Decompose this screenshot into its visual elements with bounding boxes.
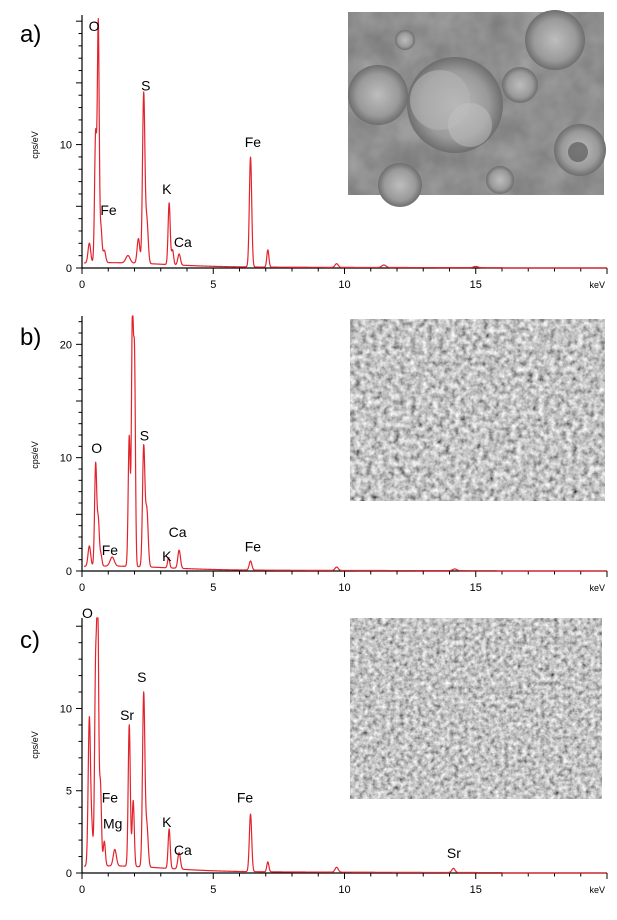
- x-tick-label: 15: [470, 279, 482, 291]
- x-tick-label: 15: [470, 582, 482, 594]
- spectrum-line: [83, 17, 608, 269]
- peak-label-sr: Sr: [120, 707, 134, 723]
- y-tick-label: 0: [66, 868, 72, 880]
- spectrum-panel-c: 0 5 10 15 keV 0 5 10 cps/eV c) O S Sr Fe Mg KCa Fe Sr: [20, 605, 608, 896]
- y-tick-label: 0: [66, 263, 72, 275]
- spectrum-panel-a: 0 5 10 15 keV 0 10 cps/eV a) O S Fe K Ca Fe: [20, 15, 608, 291]
- x-tick-label: 0: [79, 279, 85, 291]
- y-tick-label: 5: [66, 786, 72, 798]
- x-tick-label: 10: [338, 582, 350, 594]
- peak-label-fe: Fe: [237, 789, 254, 805]
- peak-label-o: O: [91, 440, 102, 456]
- x-axis-label: keV: [589, 885, 605, 895]
- spectrum-line: [83, 617, 608, 874]
- x-tick-label: 5: [210, 582, 216, 594]
- spectrum-panel-b: 0 5 10 15 keV 0 10 20 cps/eV b) O S Fe Ca K Fe: [20, 315, 608, 594]
- sem-image-a: [348, 10, 606, 207]
- y-tick-label: 10: [60, 140, 72, 152]
- sem-image-b: [350, 319, 605, 501]
- x-axis-label: keV: [589, 583, 605, 593]
- x-tick-label: 15: [470, 884, 482, 896]
- y-tick-label: 10: [60, 453, 72, 465]
- y-tick-label: 20: [60, 339, 72, 351]
- peak-label-k: K: [162, 814, 172, 830]
- y-axis-label: cps/eV: [30, 441, 40, 469]
- x-axis-label: keV: [589, 280, 605, 290]
- x-tick-label: 5: [210, 279, 216, 291]
- peak-label-fe: Fe: [100, 202, 117, 218]
- panel-label: a): [20, 21, 41, 48]
- peak-label-k: K: [162, 181, 172, 197]
- peak-label-k: K: [162, 548, 172, 564]
- peak-label-s: S: [137, 669, 146, 685]
- panel-label: b): [20, 324, 41, 351]
- peak-label-o: O: [89, 18, 100, 34]
- peak-label-ca: Ca: [174, 234, 192, 250]
- peak-label-o: O: [82, 605, 93, 621]
- x-tick-label: 10: [338, 279, 350, 291]
- panel-label: c): [20, 627, 40, 654]
- sem-image-c: [350, 618, 602, 799]
- y-axis-label: cps/eV: [30, 731, 40, 759]
- peak-label-ca: Ca: [174, 842, 192, 858]
- peak-label-fe: Fe: [102, 542, 119, 558]
- y-axis-label: cps/eV: [30, 131, 40, 159]
- x-tick-label: 0: [79, 582, 85, 594]
- peak-label-s: S: [141, 77, 150, 93]
- peak-label-fe: Fe: [245, 539, 262, 555]
- spectrum-line: [83, 315, 608, 572]
- peak-label-sr: Sr: [447, 845, 461, 861]
- x-tick-label: 0: [79, 884, 85, 896]
- peak-label-ca: Ca: [169, 524, 187, 540]
- x-tick-label: 10: [338, 884, 350, 896]
- peak-label-s: S: [140, 428, 149, 444]
- y-tick-label: 0: [66, 566, 72, 578]
- x-tick-label: 5: [210, 884, 216, 896]
- peak-label-fe: Fe: [102, 789, 119, 805]
- y-tick-label: 10: [60, 703, 72, 715]
- peak-label-mg: Mg: [103, 816, 122, 832]
- peak-label-fe: Fe: [245, 134, 262, 150]
